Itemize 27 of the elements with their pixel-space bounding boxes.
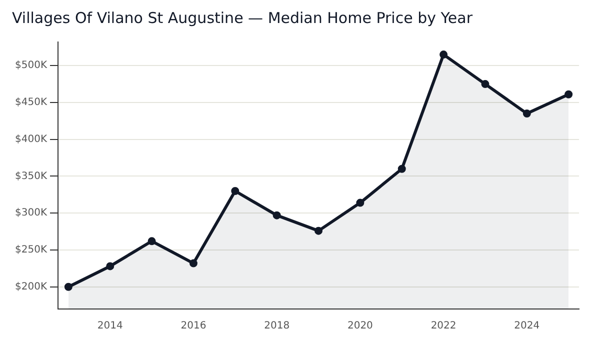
point [272,211,281,220]
x-tick-label: 2024 [514,320,540,332]
point [106,262,114,270]
y-tick-label: $400K [14,134,48,145]
point [522,110,531,118]
x-tick-label: 2016 [180,320,206,332]
point [398,164,406,173]
point [356,198,364,207]
y-tick-label: $350K [14,170,48,182]
y-tick-label: $500K [14,60,48,72]
x-tick-label: 2018 [264,320,290,332]
x-tick-label: 2020 [347,320,373,332]
point [440,50,448,59]
point [564,90,573,98]
y-tick-label: $250K [14,244,48,256]
y-tick-label: $200K [14,281,48,292]
point [231,186,240,195]
y-tick-label: $450K [14,97,48,108]
x-tick-label: 2014 [97,320,123,332]
point [481,80,490,88]
point [64,282,72,291]
point [148,237,156,246]
y-tick-label: $300K [14,208,48,219]
x-tick-label: 2022 [430,320,456,332]
point [189,259,198,268]
chart-title: Villages Of Vilano St Augustine — Median Home Price by Year [12,8,474,27]
point [314,226,323,235]
